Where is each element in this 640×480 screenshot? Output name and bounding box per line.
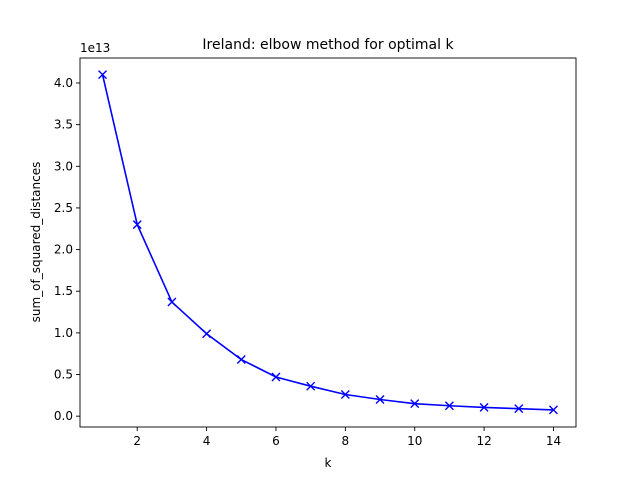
y-tick-label-0.5: 0.5 [54,368,73,382]
x-tick-label-12: 12 [476,434,491,448]
data-point-6 [271,372,281,382]
data-point-4 [202,329,212,339]
data-point-13 [514,404,524,414]
x-tick-label-6: 6 [272,434,280,448]
data-point-11 [444,401,454,411]
data-point-2 [132,220,142,230]
data-point-7 [306,381,316,391]
data-point-9 [375,395,385,405]
plot-frame [79,57,577,428]
y-tick-label-0: 0.0 [54,409,73,423]
x-tick-label-10: 10 [407,434,422,448]
y-axis-label: sum_of_squared_distances [29,162,43,323]
data-point-10 [410,399,420,409]
x-axis-label: k [325,456,332,470]
y-tick-label-1.5: 1.5 [54,284,73,298]
data-point-3 [167,297,177,307]
data-point-5 [236,355,246,365]
series-line-0 [101,74,554,411]
data-point-1 [98,70,108,80]
y-offset-text: 1e13 [80,41,110,55]
data-point-12 [479,402,489,412]
chart-title: Ireland: elbow method for optimal k [202,37,454,53]
x-tick-label-14: 14 [546,434,561,448]
y-tick-label-3.5: 3.5 [54,118,73,132]
y-tick-label-2.5: 2.5 [54,201,73,215]
data-point-14 [548,405,558,415]
y-tick-label-1: 1.0 [54,326,73,340]
plot-area: 2 4 6 8 10 12 14 0.0 0.5 1.0 1.5 2.0 2.5 3.0 3.5 4.0 [54,57,577,448]
x-tick-label-8: 8 [342,434,350,448]
y-tick-label-4: 4.0 [54,76,73,90]
x-tick-label-2: 2 [133,434,141,448]
y-tick-label-2: 2.0 [54,243,73,257]
y-tick-label-3: 3.0 [54,159,73,173]
data-point-8 [340,390,350,400]
x-tick-label-4: 4 [203,434,211,448]
